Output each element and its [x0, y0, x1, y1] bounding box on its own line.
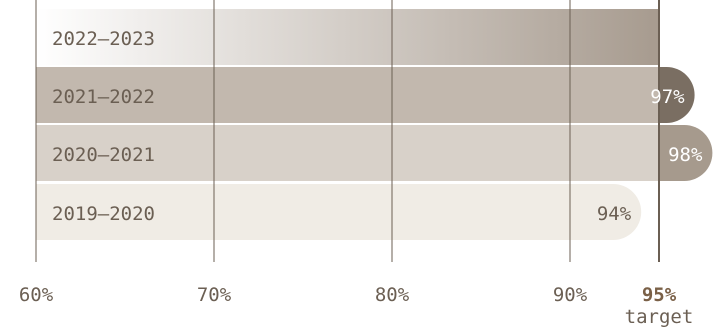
bar-cap-2020–2021 [659, 125, 713, 181]
bar-cap-2021–2022 [659, 67, 695, 124]
bar-2021–2022 [36, 67, 659, 123]
ticks-layer: 60% 70% 80% 90% 95%target [19, 284, 693, 327]
value-label: 98% [668, 144, 703, 166]
x-tick-label: 70% [197, 284, 232, 306]
bar-2020–2021 [36, 125, 659, 181]
category-label: 2020–2021 [52, 144, 155, 166]
labels-layer: 2022–2023 2021–2022 97% 2020–2021 98% 2019–20… [52, 28, 703, 225]
grid-layer [35, 0, 660, 262]
x-tick-label: 80% [375, 284, 410, 306]
bars-layer [36, 9, 713, 241]
value-label: 97% [650, 86, 685, 108]
category-label: 2022–2023 [52, 28, 155, 50]
target-sublabel: target [625, 306, 694, 327]
category-label: 2019–2020 [52, 203, 155, 225]
x-tick-label: 90% [553, 284, 588, 306]
x-tick-label: 60% [19, 284, 54, 306]
bar-2022-2023 [36, 9, 659, 65]
category-label: 2021–2022 [52, 86, 155, 108]
value-label: 94% [597, 203, 632, 225]
target-label: 95% [642, 284, 677, 306]
bar-2019–2020 [36, 184, 642, 241]
